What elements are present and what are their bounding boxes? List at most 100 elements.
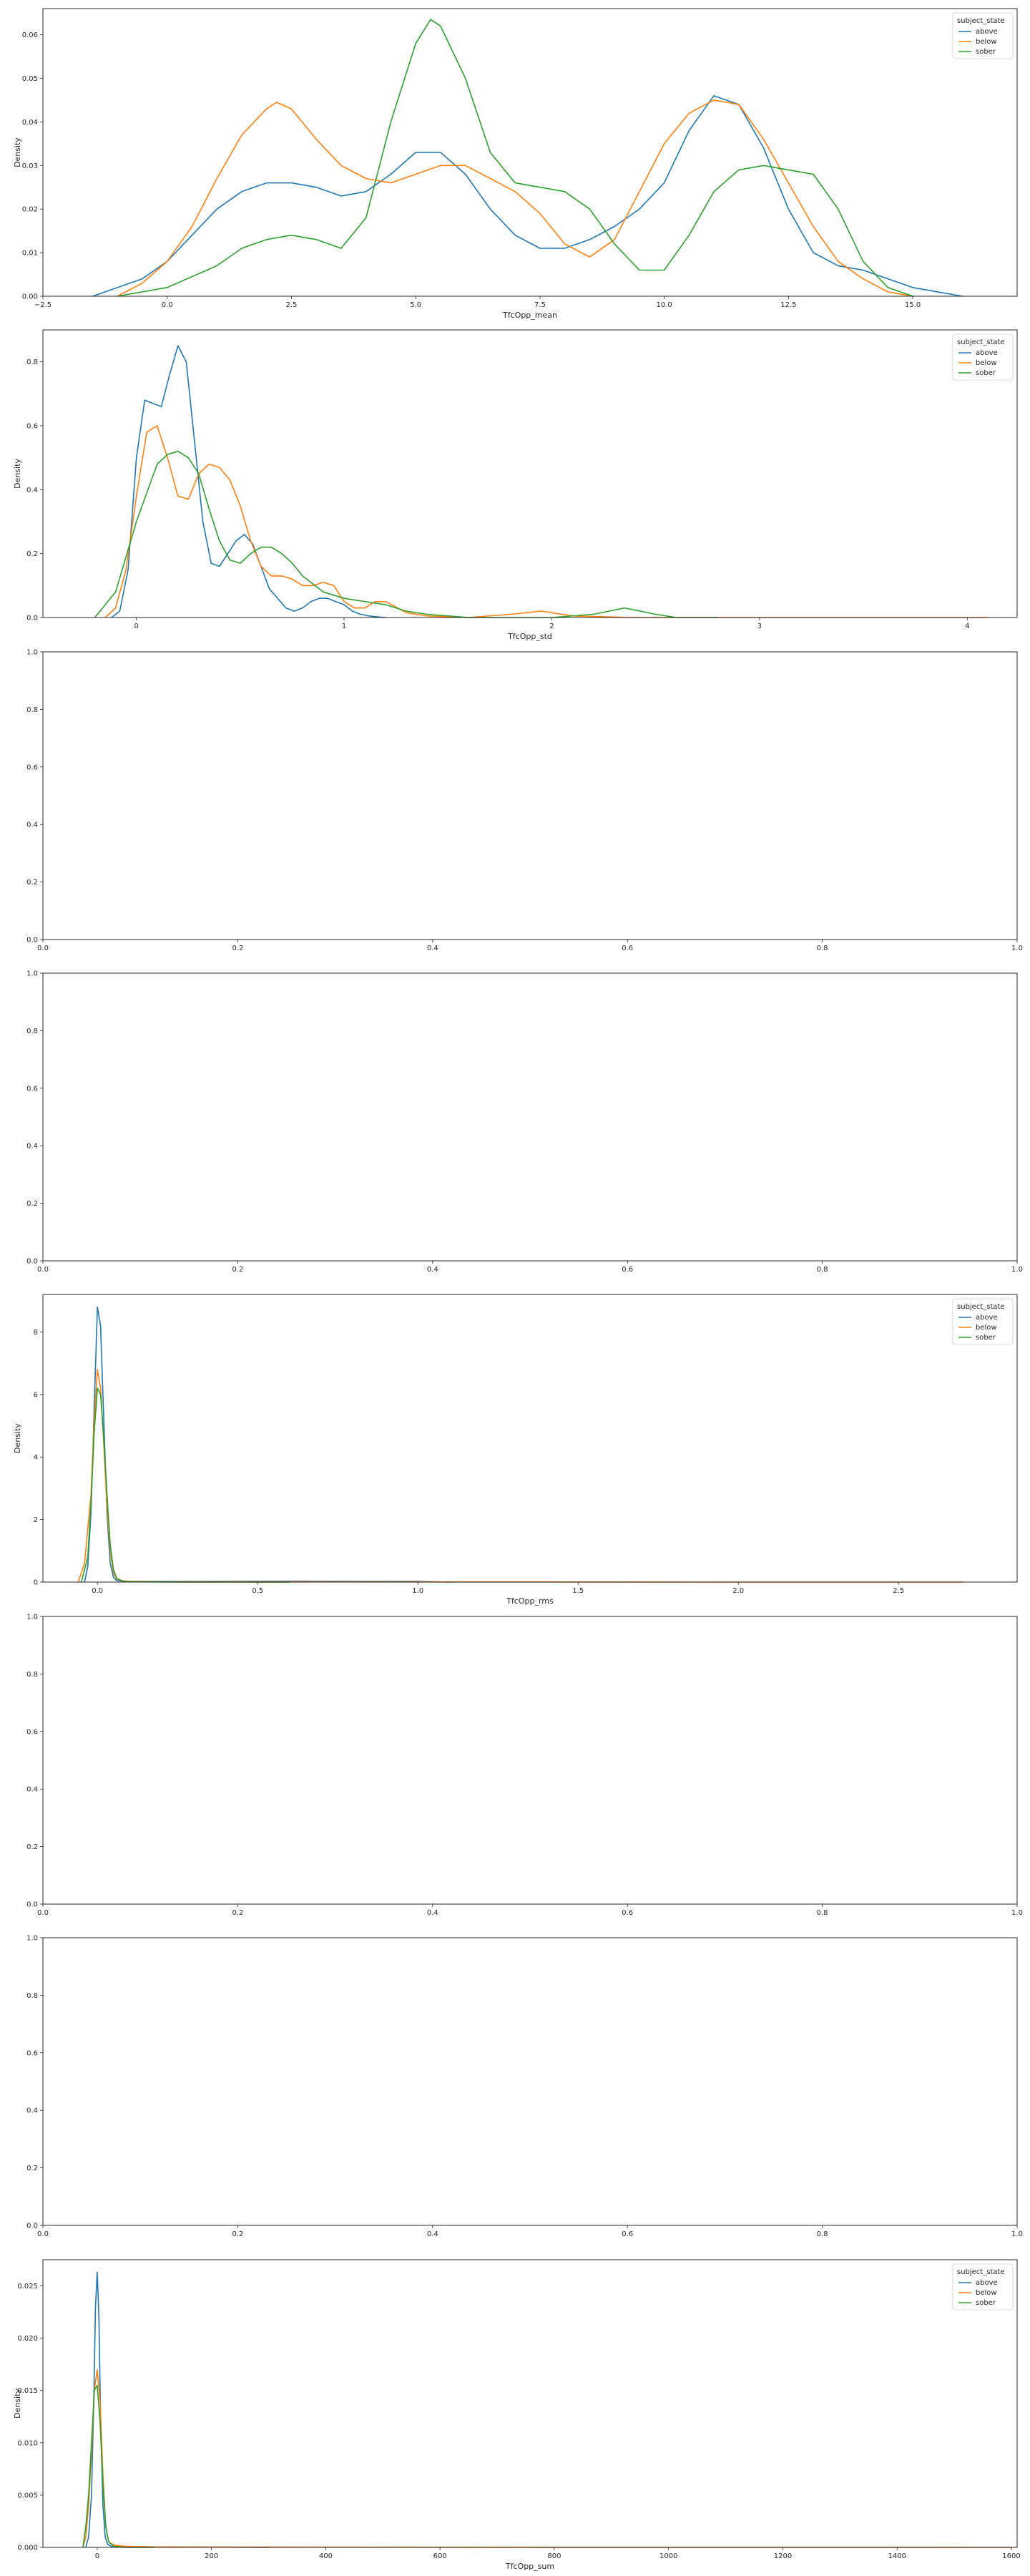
x-axis-label: TfcOpp_mean: [502, 311, 557, 320]
x-axis-label: TfcOpp_std: [507, 632, 552, 641]
plot-area: [43, 652, 1017, 940]
x-tick-label: 1.0: [1011, 2230, 1023, 2238]
y-tick-label: 2: [34, 1516, 38, 1524]
x-tick-label: 0.2: [232, 1909, 243, 1917]
axes-frame: [42, 651, 1018, 940]
x-tick-label: 2.5: [285, 301, 297, 309]
x-tick-label: 0.6: [622, 1909, 633, 1917]
y-tick-label: 0.4: [26, 1786, 38, 1794]
x-tick-label: 0: [95, 2552, 99, 2560]
y-tick-label: 0.2: [26, 879, 38, 887]
x-tick-label: 0.6: [622, 1266, 633, 1274]
y-tick-label: 0.020: [17, 2335, 38, 2343]
y-tick-label: 0.4: [26, 2107, 38, 2115]
y-tick-label: 0.8: [26, 1671, 38, 1679]
subplot-2: 0 1 2 3 4 0.0 0.2 0.4 0.6 0.8 TfcOpp_std Density sub…: [13, 329, 1018, 641]
x-tick-label: 1: [342, 623, 346, 630]
x-tick-label: 0: [134, 623, 138, 630]
x-tick-label: 2.0: [732, 1587, 744, 1595]
y-axis-label: Density: [13, 2389, 22, 2419]
series-line-sober: [81, 1387, 290, 1583]
y-tick-label: 0.4: [26, 487, 38, 494]
y-tick-label: 0.025: [17, 2283, 38, 2290]
y-tick-label: 0.6: [26, 2049, 38, 2057]
legend-entry-sober: sober: [976, 369, 996, 377]
y-tick-label: 0.0: [26, 2223, 38, 2230]
legend-entry-above: above: [976, 28, 998, 36]
legend-entry-sober: sober: [976, 2299, 996, 2307]
y-tick-label: 0.05: [22, 75, 38, 83]
y-tick-label: 0.02: [22, 206, 38, 214]
y-tick-label: 0.005: [17, 2492, 38, 2499]
legend-box: [952, 1298, 1014, 1345]
x-tick-label: 0.8: [817, 1266, 828, 1274]
y-tick-label: 0.03: [22, 162, 38, 170]
plot-area: [43, 973, 1017, 1261]
x-tick-label: 1.0: [1011, 1266, 1023, 1274]
y-tick-label: 0.0: [26, 1901, 38, 1909]
plot-area: [43, 1616, 1017, 1904]
y-axis-label: Density: [13, 137, 22, 167]
series-line-sober: [82, 2384, 154, 2548]
axes-frame: [42, 1616, 1018, 1905]
x-tick-label: 400: [319, 2552, 333, 2560]
axes-frame: [42, 1937, 1018, 2226]
plot-area: [43, 330, 1017, 618]
subplot-5: 0.0 0.5 1.0 1.5 2.0 2.5 0 2 4 6 8 TfcOpp_rms Density…: [13, 1294, 1018, 1606]
plot-area: [43, 1294, 1017, 1582]
x-tick-label: 1.0: [412, 1587, 423, 1595]
y-tick-label: 0.2: [26, 1843, 38, 1851]
y-tick-label: 1.0: [26, 1614, 38, 1621]
x-tick-label: 1.0: [1011, 945, 1023, 952]
legend-box: [952, 12, 1014, 59]
x-axis-label: TfcOpp_sum: [505, 2562, 554, 2571]
x-tick-label: 0.0: [37, 2230, 49, 2238]
x-tick-label: 0.2: [232, 2230, 243, 2238]
axes-frame: [42, 972, 1018, 1262]
x-tick-label: 12.5: [780, 301, 796, 309]
y-tick-label: 0.8: [26, 358, 38, 366]
x-tick-label: 1600: [1002, 2552, 1020, 2560]
subplot-4: 0.0 0.2 0.4 0.6 0.8 1.0 0.0 0.2 0.4 0.6 0.8 1.0: [26, 970, 1023, 1274]
x-tick-label: 0.8: [817, 1909, 828, 1917]
legend-title: subject_state: [957, 17, 1005, 25]
x-tick-label: 10.0: [656, 301, 672, 309]
y-tick-label: 0.0: [26, 937, 38, 945]
series-line-above: [111, 345, 386, 618]
x-tick-label: 0.4: [427, 1909, 438, 1917]
x-tick-label: 0.6: [622, 945, 633, 952]
x-tick-label: 0.0: [92, 1587, 103, 1595]
y-tick-label: 0.8: [26, 1028, 38, 1035]
x-tick-label: 0.4: [427, 945, 438, 952]
x-tick-label: 0.8: [817, 945, 828, 952]
y-tick-label: 0.2: [26, 1200, 38, 1208]
y-tick-label: 0: [34, 1579, 38, 1587]
y-tick-label: 0.000: [17, 2545, 38, 2552]
legend-entry-above: above: [976, 1314, 998, 1322]
y-tick-label: 0.01: [22, 250, 38, 258]
y-tick-label: 0.0: [26, 615, 38, 623]
y-tick-label: 1.0: [26, 649, 38, 657]
x-tick-label: 7.5: [534, 301, 546, 309]
x-tick-label: −2.5: [34, 301, 52, 309]
axes-frame: [42, 2259, 1018, 2548]
x-tick-label: 0.2: [232, 945, 243, 952]
y-tick-label: 0.4: [26, 1143, 38, 1151]
plot-area: [43, 9, 1017, 296]
legend-entry-below: below: [976, 1324, 997, 1332]
plot-area: [43, 1938, 1017, 2225]
x-tick-label: 0.4: [427, 2230, 438, 2238]
y-tick-label: 6: [34, 1391, 38, 1399]
legend-entry-below: below: [976, 38, 997, 46]
x-tick-label: 800: [547, 2552, 561, 2560]
y-axis-label: Density: [13, 1423, 22, 1453]
y-tick-label: 0.8: [26, 1992, 38, 2000]
x-tick-label: 3: [757, 623, 762, 630]
y-tick-label: 1.0: [26, 1935, 38, 1943]
legend-box: [952, 333, 1014, 381]
x-tick-label: 0.0: [37, 1909, 49, 1917]
